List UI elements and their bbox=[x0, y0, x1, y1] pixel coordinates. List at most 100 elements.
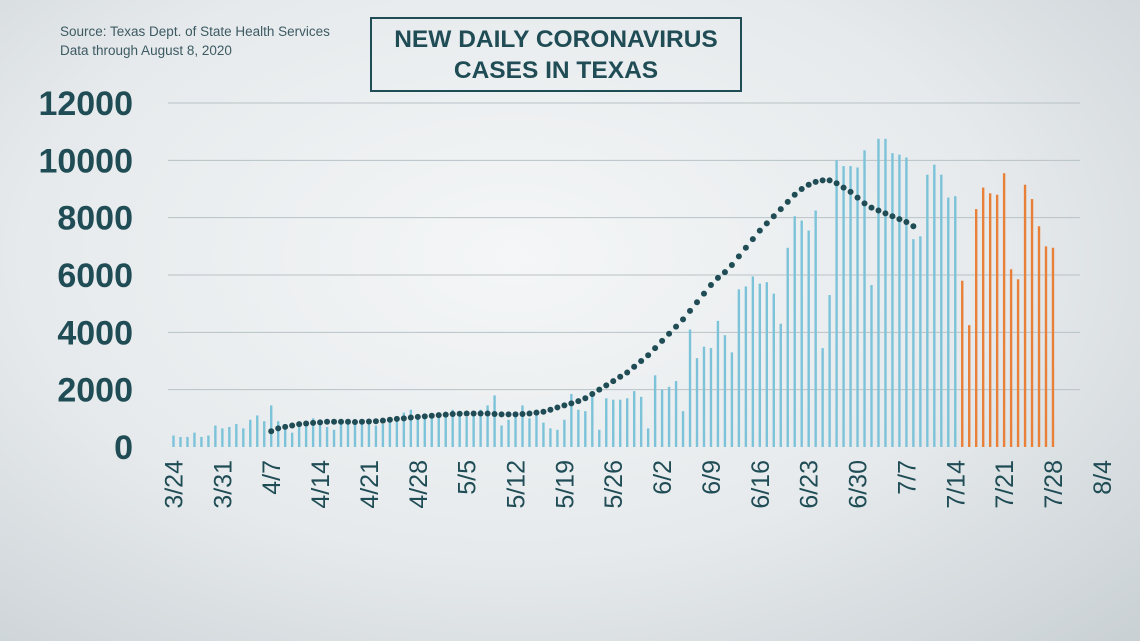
bar-recent bbox=[988, 193, 992, 447]
bar bbox=[730, 352, 734, 447]
bar bbox=[311, 418, 315, 447]
average-point bbox=[617, 373, 624, 380]
bar bbox=[912, 239, 915, 447]
average-point bbox=[707, 282, 714, 289]
bar bbox=[486, 405, 489, 447]
bar bbox=[318, 419, 322, 447]
bar bbox=[639, 396, 643, 447]
x-tick-label: 6/23 bbox=[796, 460, 824, 509]
bar bbox=[626, 398, 629, 447]
average-point bbox=[861, 200, 868, 207]
average-point bbox=[463, 410, 470, 417]
bar bbox=[842, 166, 845, 448]
average-point bbox=[798, 186, 805, 192]
average-point bbox=[875, 207, 882, 214]
average-point bbox=[575, 398, 582, 405]
average-point bbox=[624, 369, 631, 376]
average-point bbox=[694, 299, 700, 306]
bar bbox=[591, 391, 594, 447]
average-point bbox=[505, 411, 512, 418]
average-point bbox=[470, 410, 477, 417]
average-point bbox=[728, 261, 735, 268]
average-point bbox=[840, 184, 847, 191]
bar bbox=[304, 421, 308, 447]
bar bbox=[926, 174, 929, 447]
bar-recent bbox=[995, 194, 999, 447]
bar bbox=[200, 436, 203, 447]
bar bbox=[835, 160, 838, 448]
average-point bbox=[421, 413, 428, 420]
average-point bbox=[582, 395, 589, 402]
bar bbox=[849, 166, 852, 448]
average-point bbox=[275, 425, 282, 432]
average-point bbox=[714, 274, 721, 281]
bar bbox=[256, 415, 259, 447]
bar bbox=[542, 422, 545, 447]
bar bbox=[207, 435, 210, 447]
bar bbox=[856, 167, 859, 447]
bar bbox=[737, 289, 741, 447]
average-point bbox=[903, 218, 910, 225]
bar bbox=[493, 395, 496, 447]
bar bbox=[423, 415, 426, 447]
bar bbox=[228, 426, 231, 447]
bar bbox=[954, 196, 957, 447]
bar bbox=[660, 389, 664, 447]
bar bbox=[863, 150, 866, 448]
y-tick-label: 10000 bbox=[38, 142, 133, 180]
average-point bbox=[673, 323, 680, 330]
average-point bbox=[289, 422, 296, 429]
bar bbox=[339, 422, 343, 447]
bar bbox=[619, 399, 622, 447]
x-tick-label: 4/21 bbox=[356, 460, 384, 509]
average-point bbox=[631, 363, 638, 370]
bar bbox=[632, 391, 636, 447]
average-point bbox=[324, 418, 331, 425]
source-line: Source: Texas Dept. of State Health Serv… bbox=[60, 24, 330, 39]
bar bbox=[472, 412, 475, 447]
average-point bbox=[442, 411, 449, 418]
x-tick-label: 7/21 bbox=[991, 460, 1019, 509]
bar-recent bbox=[975, 209, 978, 447]
bar bbox=[772, 293, 775, 447]
average-point bbox=[365, 418, 372, 425]
bar bbox=[814, 210, 817, 447]
average-point bbox=[652, 345, 659, 352]
average-point bbox=[826, 177, 833, 184]
average-point bbox=[407, 414, 414, 421]
bar-recent bbox=[1009, 269, 1013, 447]
x-tick-label: 5/5 bbox=[454, 460, 482, 495]
bar bbox=[584, 411, 587, 447]
x-tick-label: 7/14 bbox=[942, 460, 970, 509]
data-date-line: Data through August 8, 2020 bbox=[60, 43, 232, 58]
bar bbox=[884, 138, 887, 448]
average-point bbox=[533, 409, 540, 416]
average-point bbox=[338, 418, 345, 425]
average-point bbox=[868, 204, 875, 211]
average-point bbox=[638, 358, 645, 364]
average-point bbox=[491, 411, 498, 418]
bar bbox=[507, 419, 510, 447]
average-point bbox=[889, 213, 896, 220]
bar bbox=[751, 276, 755, 447]
average-point bbox=[687, 307, 694, 314]
bar bbox=[800, 220, 803, 447]
chart-title-line-1: NEW DAILY CORONAVIRUS bbox=[394, 25, 718, 53]
bar bbox=[325, 426, 329, 447]
y-tick-label: 0 bbox=[114, 429, 133, 467]
average-point bbox=[791, 191, 798, 198]
bar bbox=[500, 425, 503, 447]
y-tick-label: 2000 bbox=[57, 372, 133, 410]
x-tick-label: 6/16 bbox=[747, 460, 775, 509]
bar bbox=[716, 320, 720, 447]
bar bbox=[193, 432, 196, 447]
bar bbox=[388, 421, 392, 447]
bar bbox=[947, 197, 950, 447]
bar bbox=[877, 138, 880, 448]
bar bbox=[577, 409, 580, 447]
average-point bbox=[268, 428, 275, 435]
average-point bbox=[596, 386, 603, 393]
bar bbox=[179, 436, 182, 447]
average-point bbox=[317, 419, 324, 426]
